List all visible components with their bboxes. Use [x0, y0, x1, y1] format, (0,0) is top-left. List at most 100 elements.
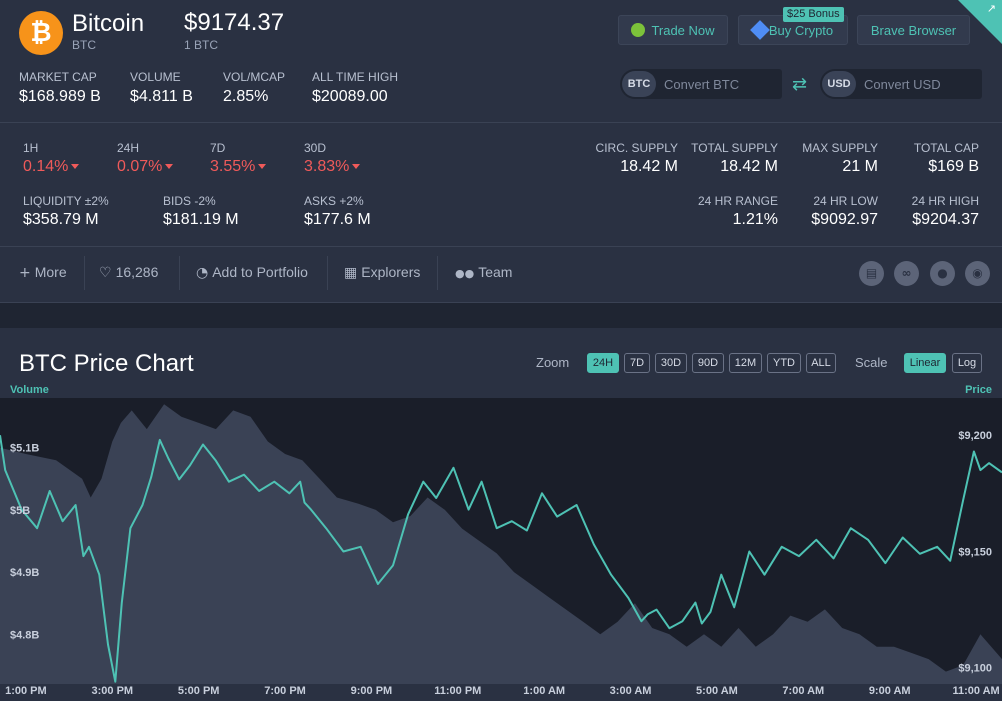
x-axis-tick-label: 11:00 AM — [952, 685, 999, 697]
swap-arrows-icon[interactable]: ⇄ — [792, 74, 808, 95]
toolbar-separator — [327, 256, 328, 290]
usd-currency-tag: USD — [822, 71, 856, 97]
zoom-ytd-button[interactable]: YTD — [767, 353, 801, 373]
buy-crypto-icon — [749, 20, 770, 40]
volume-axis-title: Volume — [10, 384, 49, 396]
change-7d-label: 7D — [210, 141, 226, 155]
convert-usd-field[interactable]: USD — [820, 69, 982, 99]
change-1h-text: 0.14% — [23, 158, 69, 175]
x-axis-tick-label: 5:00 PM — [178, 685, 220, 697]
change-30d-text: 3.83% — [304, 158, 350, 175]
caret-down-icon — [258, 164, 267, 169]
toolbar-separator — [84, 256, 85, 290]
likes-count: 16,286 — [115, 264, 159, 280]
price-series-line — [0, 435, 1002, 683]
reddit-icon[interactable]: ● — [930, 261, 955, 286]
chart-title: BTC Price Chart — [19, 350, 194, 377]
like-button[interactable]: ♡ 16,286 — [99, 264, 158, 281]
x-axis-tick-label: 3:00 PM — [92, 685, 134, 697]
explorers-label: Explorers — [361, 264, 421, 280]
vol-mcap-value: 2.85% — [223, 88, 269, 105]
change-30d-value: 3.83% — [304, 158, 361, 176]
add-to-portfolio-label: Add to Portfolio — [212, 264, 308, 280]
zoom-all-button[interactable]: ALL — [806, 353, 836, 373]
range-24h-label: 24 HR RANGE — [697, 194, 778, 208]
change-1h-value: 0.14% — [23, 158, 80, 176]
x-axis-tick-label: 7:00 AM — [782, 685, 824, 697]
asks-label: ASKS +2% — [304, 194, 364, 208]
zoom-7d-button[interactable]: 7D — [624, 353, 650, 373]
github-icon[interactable]: ◉ — [965, 261, 990, 286]
external-link-icon[interactable]: ↗ — [986, 2, 996, 15]
trade-now-button[interactable]: Trade Now — [618, 15, 728, 45]
all-time-high-label: ALL TIME HIGH — [312, 70, 399, 84]
more-button[interactable]: + More — [19, 264, 67, 281]
explorer-icon: ▦ — [344, 265, 358, 281]
total-cap-label: TOTAL CAP — [913, 141, 979, 155]
change-24h-label: 24H — [117, 141, 140, 155]
scale-linear-button[interactable]: Linear — [904, 353, 946, 373]
zoom-90d-button[interactable]: 90D — [692, 353, 724, 373]
low-24h-label: 24 HR LOW — [813, 194, 878, 208]
whitepaper-icon[interactable]: ▤ — [859, 261, 884, 286]
link-icon[interactable]: ∞ — [894, 261, 919, 286]
team-button[interactable]: ●● Team — [455, 264, 512, 280]
convert-usd-input[interactable] — [864, 69, 976, 99]
zoom-label: Zoom — [536, 355, 570, 370]
volume-axis-tick-label: $4.9B — [10, 567, 39, 579]
bids-value: $181.19 M — [163, 211, 239, 228]
volume-series-area — [0, 404, 1002, 684]
plus-icon: + — [19, 265, 31, 281]
change-24h-value: 0.07% — [117, 158, 174, 176]
asks-value: $177.6 M — [304, 211, 371, 228]
coin-price: $9174.37 — [184, 9, 285, 36]
volume-axis-tick-label: $4.8B — [10, 629, 39, 641]
total-supply-value: 18.42 M — [720, 158, 778, 175]
price-axis-tick-label: $9,150 — [958, 546, 992, 558]
x-axis-tick-label: 9:00 AM — [869, 685, 911, 697]
change-1h-label: 1H — [23, 141, 39, 155]
total-supply-label: TOTAL SUPPLY — [691, 141, 778, 155]
caret-down-icon — [165, 164, 174, 169]
x-axis-tick-label: 1:00 PM — [5, 685, 47, 697]
trade-now-label: Trade Now — [651, 23, 715, 38]
bids-label: BIDS -2% — [163, 194, 216, 208]
price-axis-title: Price — [965, 384, 992, 396]
trade-icon — [631, 23, 646, 37]
heart-icon: ♡ — [99, 265, 112, 281]
price-axis-tick-label: $9,100 — [958, 663, 992, 675]
low-24h-value: $9092.97 — [811, 211, 878, 228]
buy-crypto-label: Buy Crypto — [768, 23, 834, 38]
x-axis-tick-label: 9:00 PM — [351, 685, 393, 697]
price-volume-chart[interactable]: $5.1B $5B $4.9B $4.8B $9,200 $9,150 $9,100 1:00… — [0, 328, 1002, 701]
add-to-portfolio-button[interactable]: ◔ Add to Portfolio — [196, 264, 308, 281]
x-axis-tick-label: 1:00 AM — [523, 685, 565, 697]
x-axis-tick-label: 11:00 PM — [434, 685, 481, 697]
zoom-30d-button[interactable]: 30D — [655, 353, 687, 373]
more-label: More — [34, 264, 67, 280]
scale-log-button[interactable]: Log — [952, 353, 982, 373]
convert-btc-input[interactable] — [664, 69, 776, 99]
bitcoin-logo-icon: ₿ — [19, 11, 63, 55]
team-icon: ●● — [455, 267, 475, 280]
circ-supply-label: CIRC. SUPPLY — [595, 141, 678, 155]
portfolio-icon: ◔ — [196, 265, 209, 281]
liquidity-value: $358.79 M — [23, 211, 99, 228]
price-axis-tick-label: $9,200 — [958, 430, 992, 442]
volume-label: VOLUME — [130, 70, 181, 84]
x-axis-tick-label: 5:00 AM — [696, 685, 738, 697]
volume-axis-tick-label: $5.1B — [10, 443, 39, 455]
max-supply-label: MAX SUPPLY — [802, 141, 878, 155]
btc-currency-tag: BTC — [622, 71, 656, 97]
brave-browser-button[interactable]: Brave Browser — [857, 15, 970, 45]
explorers-button[interactable]: ▦ Explorers — [344, 264, 420, 281]
high-24h-value: $9204.37 — [912, 211, 979, 228]
caret-down-icon — [71, 164, 80, 169]
coin-symbol: BTC — [72, 38, 96, 52]
change-7d-value: 3.55% — [210, 158, 267, 176]
zoom-12m-button[interactable]: 12M — [729, 353, 762, 373]
zoom-24h-button[interactable]: 24H — [587, 353, 619, 373]
toolbar-divider — [0, 246, 1002, 247]
convert-btc-field[interactable]: BTC — [620, 69, 782, 99]
stats-divider — [0, 122, 1002, 123]
